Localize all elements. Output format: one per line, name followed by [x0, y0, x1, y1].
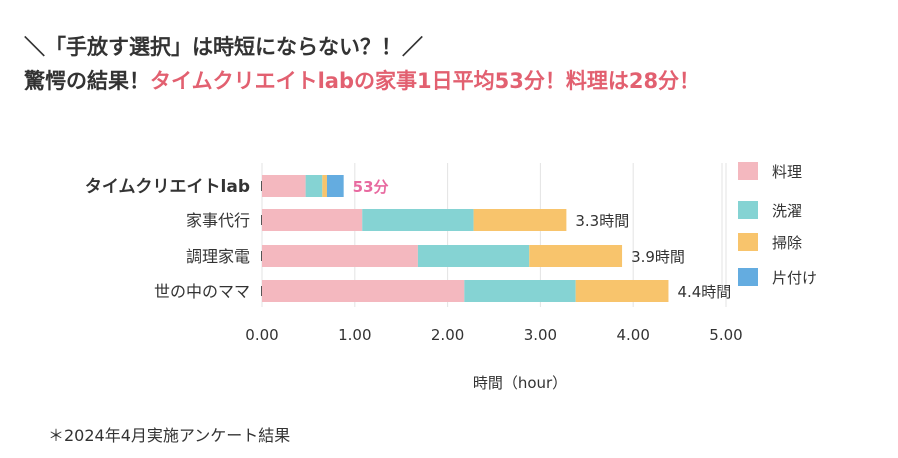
bar-total-label: 3.9時間 [631, 248, 685, 266]
headline-line-2: 驚愕の結果！タイムクリエイトlabの家事1日平均53分！料理は28分！ [24, 64, 700, 98]
x-tick-label: 2.00 [431, 326, 464, 344]
headline-accent-c: 28分！ [628, 69, 701, 93]
bar-segment [464, 280, 576, 302]
legend-swatch [738, 233, 758, 251]
bar-segment [262, 245, 418, 267]
headline: ＼「手放す選択」は時短にならない？！／ 驚愕の結果！タイムクリエイトlabの家事… [24, 30, 700, 98]
bar-total-label: 53分 [353, 178, 389, 196]
bar-segment [305, 175, 323, 197]
bar-segment [322, 175, 327, 197]
bar-segment [262, 280, 465, 302]
legend-label: 洗濯 [772, 202, 802, 220]
x-tick-label: 3.00 [524, 326, 557, 344]
bar-total-label: 3.3時間 [575, 212, 629, 230]
bar-segment [326, 175, 344, 197]
footnote: ＊2024年4月実施アンケート結果 [48, 426, 291, 445]
bar-segment [262, 175, 306, 197]
headline-line-1: ＼「手放す選択」は時短にならない？！／ [24, 35, 423, 59]
legend-label: 掃除 [772, 234, 802, 252]
bar-segment [473, 209, 567, 231]
x-tick-label: 0.00 [245, 326, 278, 344]
headline-line-2-prefix: 驚愕の結果！ [24, 69, 150, 93]
bar-total-label: 4.4時間 [677, 283, 731, 301]
bar-segment [529, 245, 623, 267]
x-tick-label: 4.00 [616, 326, 649, 344]
bar-segment [362, 209, 474, 231]
category-label: タイムクリエイトlab [85, 177, 250, 197]
bar-segment [575, 280, 669, 302]
category-label: 家事代行 [186, 211, 250, 230]
legend-label: 片付け [772, 269, 817, 287]
headline-accent-b: 1日平均53分！料理は [416, 69, 629, 93]
bar-segment [262, 209, 363, 231]
headline-accent-a: タイムクリエイトlabの家事 [150, 69, 417, 93]
category-label: 世の中のママ [154, 282, 250, 301]
legend-swatch [738, 268, 758, 286]
category-label: 調理家電 [186, 247, 250, 266]
legend-swatch [738, 162, 758, 180]
x-tick-label: 5.00 [709, 326, 742, 344]
legend-label: 料理 [772, 163, 802, 181]
legend-swatch [738, 201, 758, 219]
x-axis-title: 時間（hour） [473, 374, 567, 392]
bar-segment [417, 245, 530, 267]
x-tick-label: 1.00 [338, 326, 371, 344]
